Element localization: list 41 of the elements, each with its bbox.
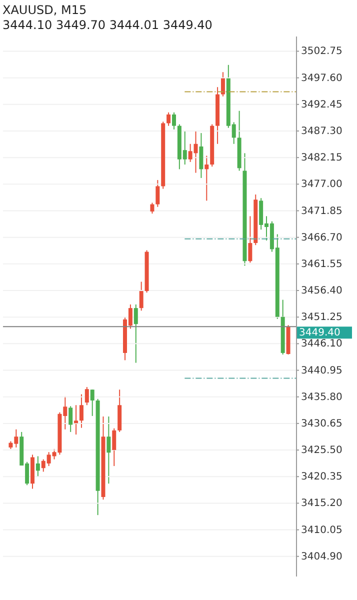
y-tick-label: 3482.15 [301, 152, 342, 164]
y-tick-label: 3430.65 [301, 418, 342, 430]
y-tick-label: 3440.95 [301, 365, 342, 376]
candlestick [150, 202, 154, 214]
y-tick-label: 3477.00 [301, 179, 342, 190]
y-tick-label: 3410.05 [301, 524, 342, 536]
candlestick [248, 216, 252, 264]
candlestick [166, 112, 171, 126]
candlestick [199, 132, 204, 178]
candlestick [68, 406, 73, 432]
y-tick-label: 3456.40 [301, 286, 342, 297]
candlestick [134, 304, 138, 364]
candlestick [79, 394, 84, 428]
y-tick-label: 3404.90 [301, 551, 342, 562]
candlestick [74, 404, 78, 436]
y-tick-label: 3466.70 [301, 232, 342, 244]
candlestick [139, 281, 144, 312]
y-tick-label: 3487.30 [301, 126, 342, 137]
candlestick [106, 416, 111, 484]
y-tick-label: 3471.85 [301, 206, 342, 217]
y-tick-label: 3420.35 [301, 472, 342, 483]
y-tick-label: 3492.45 [301, 99, 342, 110]
ref-line-label: 3449.40 [299, 328, 340, 339]
y-tick-label: 3502.75 [301, 46, 342, 58]
chart-subtitle: 3444.10 3449.70 3444.01 3449.40 [2, 18, 212, 32]
candlestick [36, 456, 40, 478]
y-tick-label: 3451.25 [301, 312, 342, 324]
candlestick [90, 389, 94, 416]
chart-title: XAUUSD, M15 [2, 3, 87, 17]
candlestick [204, 155, 209, 202]
y-tick-label: 3435.80 [301, 392, 342, 403]
candlestick [220, 72, 225, 97]
y-tick-label: 3446.10 [301, 338, 342, 350]
candlestick [172, 112, 176, 130]
candlestick [84, 386, 89, 406]
candlestick [156, 180, 160, 208]
y-tick-label: 3425.50 [301, 445, 342, 456]
y-tick-label: 3497.60 [301, 72, 342, 84]
candlestick [112, 428, 116, 467]
y-tick-label: 3461.55 [301, 258, 342, 270]
y-tick-label: 3415.20 [301, 498, 342, 510]
